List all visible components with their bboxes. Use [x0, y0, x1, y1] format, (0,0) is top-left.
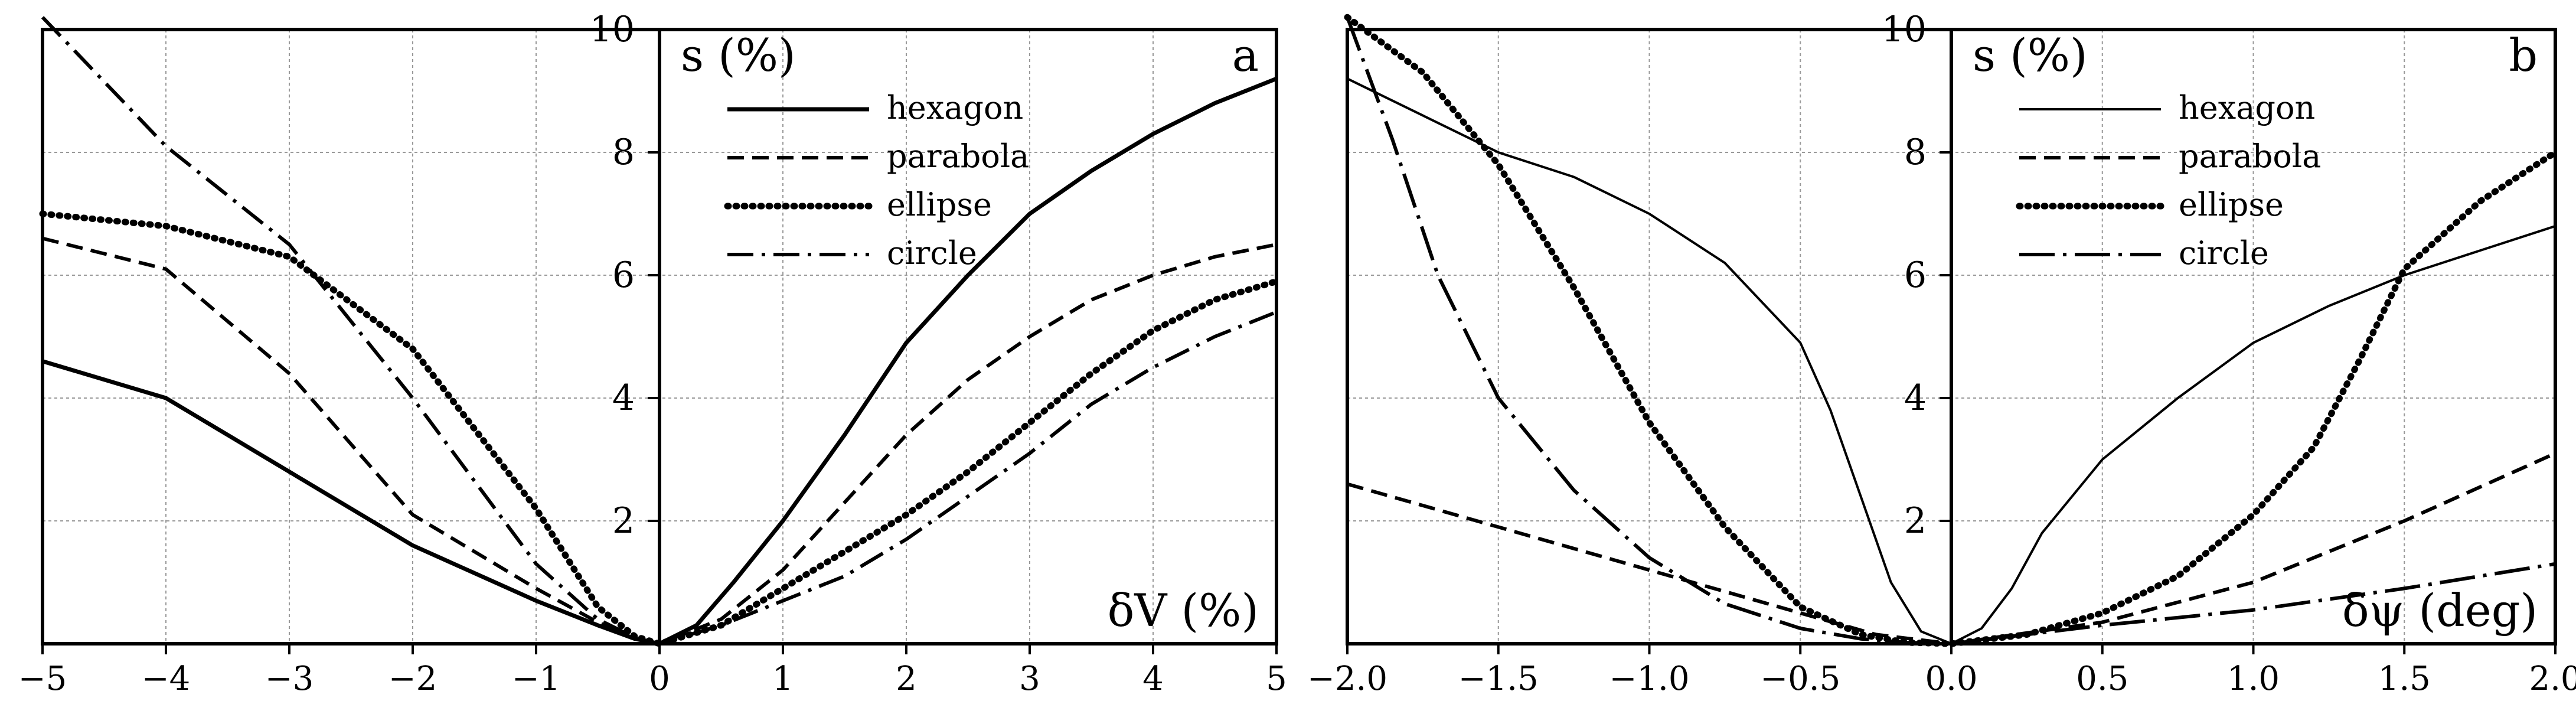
panel-b-chart: −2.0 −1.5 −1.0 −0.5 0.0 0.5 1.0 1.5 2.0 2 4 6 8 10 s … [1307, 9, 2576, 698]
panel-a-x-tick-label: 0 [649, 660, 670, 698]
panel-a-series-circle [41, 16, 1278, 646]
panel-b-legend-label-hexagon: hexagon [2179, 89, 2315, 126]
panel-b-series-circle [1346, 17, 2556, 646]
panel-a-legend-label-hexagon: hexagon [887, 89, 1023, 126]
panel-b-x-tick-label: −1.5 [1458, 660, 1539, 698]
panel-b-label: b [2509, 29, 2538, 81]
panel-a-legend-label-parabola: parabola [887, 138, 1029, 175]
panel-a-x-tick-label: 3 [1019, 660, 1040, 698]
panel-a-y-title: s (%) [681, 29, 796, 81]
panel-b-x-tick-label: 0.0 [1925, 660, 1977, 698]
panel-b-x-tick-label: −2.0 [1307, 660, 1387, 698]
panel-b-x-tick-label: −0.5 [1760, 660, 1840, 698]
panel-a-x-tick-label: −4 [142, 660, 191, 698]
panel-b-y-title: s (%) [1973, 29, 2088, 81]
panel-b-y-tick-label: 2 [1904, 500, 1927, 542]
panel-b-series-parabola [1347, 451, 2557, 646]
panel-a-x-tick-label: −5 [18, 660, 67, 698]
panel-b-legend-label-circle: circle [2179, 234, 2269, 272]
panel-b-y-tick-label: 10 [1882, 9, 1927, 50]
panel-a-y-tick-label: 10 [590, 9, 635, 50]
panel-b-y-tick-label: 8 [1904, 132, 1927, 173]
panel-a-series-hexagon [41, 76, 1278, 646]
panel-a-y-tick-label: 6 [612, 255, 635, 296]
panel-b-x-tick-label: 2.0 [2529, 660, 2576, 698]
panel-b-series-hexagon [1347, 77, 2556, 645]
panel-a-legend: hexagon parabola ellipse circle [724, 89, 1029, 272]
panel-b-x-tick-label: 1.5 [2378, 660, 2431, 698]
panel-a-x-tick-label: 5 [1266, 660, 1287, 698]
panel-b-x-tick-label: −1.0 [1609, 660, 1690, 698]
panel-a-y-tick-label: 8 [612, 132, 635, 173]
panel-b-x-title: δψ (deg) [2342, 584, 2538, 637]
panel-a-chart: −5 −4 −3 −2 −1 0 1 2 3 4 5 2 4 6 8 10 s (%) δV (%) a he… [18, 9, 1287, 698]
panel-b-legend-label-parabola: parabola [2179, 138, 2321, 175]
panel-b-x-tick-label: 0.5 [2076, 660, 2128, 698]
panel-a-label: a [1232, 29, 1259, 81]
panel-a-x-tick-label: 2 [896, 660, 917, 698]
panel-a-y-tick-label: 4 [612, 377, 635, 419]
panel-a-series-parabola [42, 236, 1277, 646]
panel-b-y-tick-label: 4 [1904, 377, 1927, 419]
panel-a-series-ellipse [39, 210, 1280, 647]
panel-a-legend-label-circle: circle [887, 234, 977, 272]
panel-a-x-tick-label: 1 [772, 660, 794, 698]
panel-a-x-tick-label: −3 [265, 660, 314, 698]
panel-a-legend-label-ellipse: ellipse [887, 186, 992, 223]
panel-a-x-tick-label: −2 [388, 660, 438, 698]
panel-b-legend-label-ellipse: ellipse [2179, 186, 2284, 223]
panel-b-legend: hexagon parabola ellipse circle [2016, 89, 2321, 272]
panel-a-y-tick-label: 2 [612, 500, 635, 542]
panel-a-x-tick-label: −1 [512, 660, 561, 698]
panel-b-x-tick-label: 1.0 [2227, 660, 2280, 698]
panel-a-x-tick-label: 4 [1142, 660, 1164, 698]
panel-b-y-tick-label: 6 [1904, 255, 1927, 296]
panel-a-x-title: δV (%) [1108, 584, 1259, 637]
